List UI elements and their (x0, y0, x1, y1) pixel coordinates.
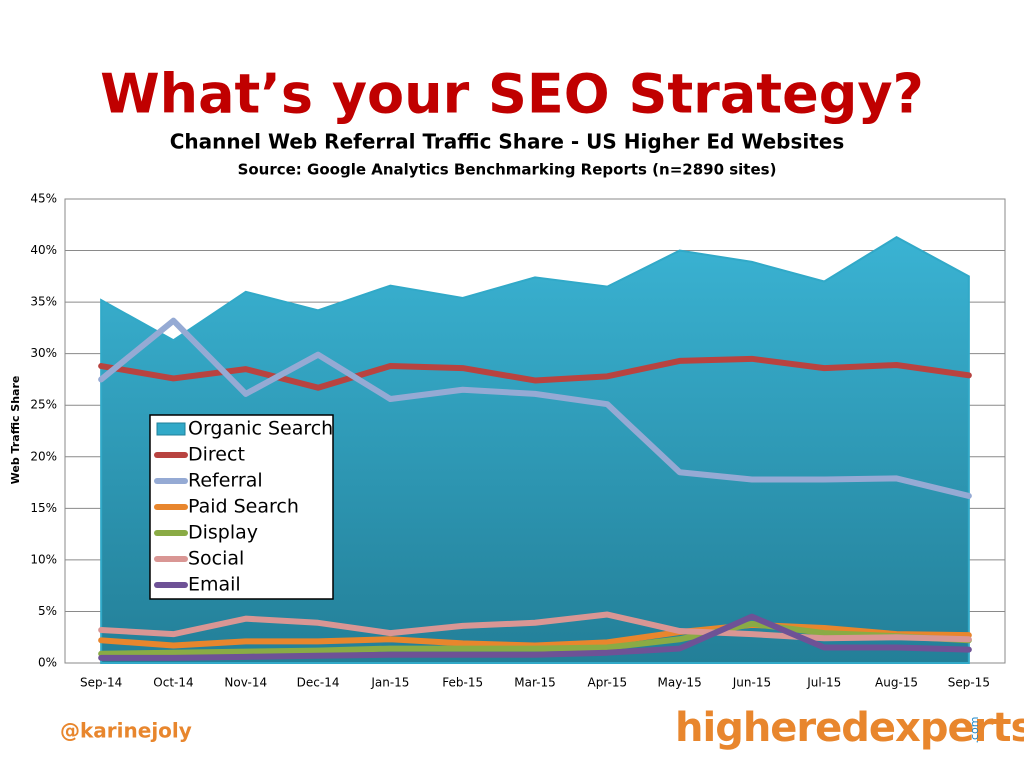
source: Source: Google Analytics Benchmarking Re… (238, 161, 777, 179)
x-tick-label: Mar-15 (514, 676, 555, 690)
x-tick-label: Sep-14 (80, 676, 122, 690)
logo: higheredexperts (675, 705, 1024, 751)
x-tick-label: Feb-15 (442, 676, 483, 690)
logo-suffix: .com (968, 717, 981, 744)
y-tick-label: 15% (30, 501, 57, 515)
handle: @karinejoly (60, 719, 192, 743)
y-tick-label: 45% (30, 192, 57, 206)
line (98, 355, 972, 391)
legend-label: Paid Search (188, 496, 299, 518)
y-tick-label: 40% (30, 243, 57, 257)
y-tick-label: 0% (38, 656, 57, 670)
y-tick-label: 10% (30, 552, 57, 566)
subtitle: Channel Web Referral Traffic Share - US … (170, 130, 845, 154)
legend-label: Display (188, 522, 258, 544)
line (98, 613, 972, 661)
y-axis-label: Web Traffic Share (9, 376, 22, 485)
x-tick-label: Oct-14 (153, 676, 193, 690)
line (98, 621, 972, 649)
title: What’s your SEO Strategy? (100, 63, 924, 126)
x-tick-label: Jun-15 (732, 676, 771, 690)
legend-label: Email (188, 574, 241, 596)
x-tick-label: Dec-14 (297, 676, 340, 690)
x-tick-label: Jan-15 (370, 676, 409, 690)
legend-label: Organic Search (188, 418, 333, 440)
x-tick-label: Nov-14 (224, 676, 267, 690)
y-tick-label: 20% (30, 449, 57, 463)
legend-label: Social (188, 548, 244, 570)
y-tick-label: 5% (38, 604, 57, 618)
line (98, 620, 972, 657)
x-tick-label: May-15 (658, 676, 702, 690)
legend-swatch (156, 422, 186, 436)
y-tick-label: 25% (30, 398, 57, 412)
legend-label: Referral (188, 470, 263, 492)
y-tick-label: 35% (30, 295, 57, 309)
plot: 0% 5% 10% 15% 20% 25% 30% 35% 40% 45% Sep-14 Oct-14… (30, 192, 1006, 690)
x-tick-label: Apr-15 (588, 676, 628, 690)
x-tick-label: Aug-15 (875, 676, 918, 690)
line (98, 317, 972, 499)
line (98, 611, 972, 643)
x-tick-label: Sep-15 (948, 676, 990, 690)
legend-label: Direct (188, 444, 245, 466)
y-tick-label: 30% (30, 346, 57, 360)
x-tick-label: Jul-15 (806, 676, 841, 690)
